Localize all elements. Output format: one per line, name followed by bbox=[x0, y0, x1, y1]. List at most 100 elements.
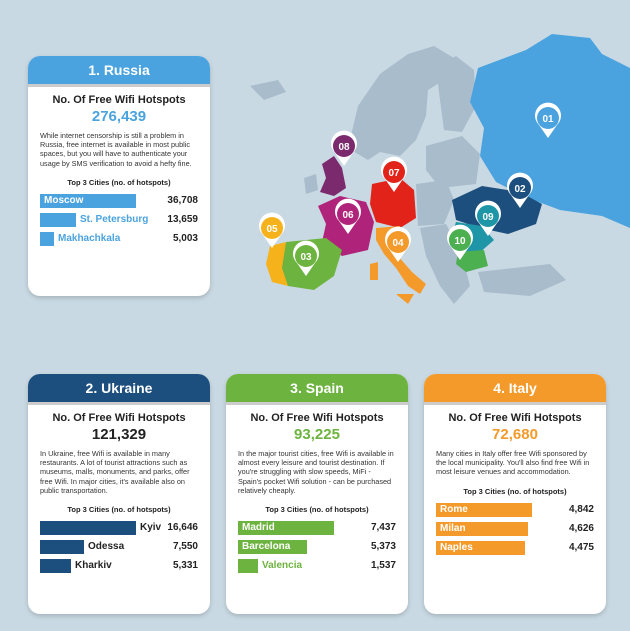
russia-title: 1. Russia bbox=[88, 62, 150, 78]
russia-description: While internet censorship is still a pro… bbox=[40, 131, 192, 168]
russia-card-header: 1. Russia bbox=[28, 56, 210, 87]
city-value: 5,373 bbox=[370, 541, 396, 553]
city-name: Barcelona bbox=[242, 541, 291, 553]
italy-description: Many cities in Italy offer free Wifi spo… bbox=[436, 449, 590, 477]
city-bar bbox=[238, 540, 307, 555]
city-bar bbox=[238, 559, 258, 574]
spain-description: In the major tourist cities, free Wifi i… bbox=[238, 449, 394, 495]
city-bar bbox=[436, 502, 532, 517]
italy-card: 4. Italy No. Of Free Wifi Hotspots 72,68… bbox=[424, 374, 606, 614]
europe-map: 01 02 03 04 05 06 07 08 09 10 bbox=[250, 34, 630, 304]
ukraine-top3-label: Top 3 Cities (no. of hotspots) bbox=[67, 505, 171, 515]
city-row: Kyiv 16,646 bbox=[40, 520, 198, 537]
bulgaria-shape bbox=[456, 250, 488, 272]
city-value: 7,550 bbox=[172, 541, 198, 553]
map-marker-label: 07 bbox=[388, 168, 400, 179]
portugal-shape bbox=[266, 242, 288, 286]
italy-card-header: 4. Italy bbox=[424, 374, 606, 405]
iceland-shape bbox=[250, 80, 286, 100]
map-marker-07: 07 bbox=[381, 156, 407, 192]
map-marker-01: 01 bbox=[535, 102, 561, 138]
map-marker-label: 05 bbox=[266, 224, 278, 235]
city-value: 13,659 bbox=[167, 213, 198, 225]
map-marker-label: 08 bbox=[338, 142, 350, 153]
russia-city-list: Moscow 36,708 St. Petersburg 13,659 Makhachk… bbox=[40, 193, 198, 248]
city-name: Milan bbox=[440, 522, 466, 534]
city-bar bbox=[40, 193, 136, 208]
spain-card: 3. Spain No. Of Free Wifi Hotspots 93,22… bbox=[226, 374, 408, 614]
sardinia-shape bbox=[370, 262, 378, 280]
map-land-background bbox=[250, 46, 566, 304]
map-marker-09: 09 bbox=[475, 200, 501, 236]
map-marker-02: 02 bbox=[507, 172, 533, 208]
ukraine-hotspots-label: No. Of Free Wifi Hotspots bbox=[52, 412, 186, 424]
city-name: Madrid bbox=[242, 522, 275, 534]
city-bar bbox=[238, 521, 334, 536]
city-bar bbox=[436, 521, 528, 536]
poland-shape bbox=[416, 180, 454, 226]
city-bar bbox=[40, 559, 71, 574]
city-row: Kharkiv 5,331 bbox=[40, 558, 198, 575]
turkey-shape bbox=[478, 264, 566, 296]
city-value: 5,331 bbox=[172, 560, 198, 572]
spain-card-header: 3. Spain bbox=[226, 374, 408, 405]
spain-hotspots-value: 93,225 bbox=[294, 426, 340, 443]
map-marker-label: 02 bbox=[514, 184, 526, 195]
map-marker-10: 10 bbox=[447, 224, 473, 260]
city-row: Milan 4,626 bbox=[436, 521, 594, 538]
city-row: Makhachkala 5,003 bbox=[40, 231, 198, 248]
city-row: Moscow 36,708 bbox=[40, 193, 198, 210]
italy-title: 4. Italy bbox=[493, 380, 537, 396]
city-name: St. Petersburg bbox=[80, 213, 149, 225]
russia-top3-label: Top 3 Cities (no. of hotspots) bbox=[67, 177, 171, 187]
city-bar bbox=[40, 521, 136, 536]
map-marker-08: 08 bbox=[331, 130, 357, 166]
ukraine-title: 2. Ukraine bbox=[85, 380, 153, 396]
city-name: Odessa bbox=[88, 541, 125, 553]
city-row: St. Petersburg 13,659 bbox=[40, 212, 198, 229]
ukraine-description: In Ukraine, free Wifi is available in ma… bbox=[40, 449, 190, 495]
map-marker-label: 03 bbox=[300, 252, 312, 263]
city-name: Kharkiv bbox=[75, 560, 112, 572]
map-marker-06: 06 bbox=[335, 198, 361, 234]
russia-card: 1. Russia No. Of Free Wifi Hotspots 276,… bbox=[28, 56, 210, 296]
finland-shape bbox=[436, 56, 476, 132]
city-value: 4,475 bbox=[568, 541, 594, 553]
scandinavia-shape bbox=[348, 46, 454, 160]
city-row: Naples 4,475 bbox=[436, 540, 594, 557]
map-marker-label: 04 bbox=[392, 238, 404, 249]
spain-title: 3. Spain bbox=[290, 380, 344, 396]
city-name: Rome bbox=[440, 503, 468, 515]
sicily-shape bbox=[396, 294, 414, 304]
city-bar bbox=[40, 540, 84, 555]
uk-shape bbox=[320, 156, 346, 196]
italy-hotspots-label: No. Of Free Wifi Hotspots bbox=[448, 412, 582, 424]
map-marker-05: 05 bbox=[259, 212, 285, 248]
city-row: Valencia 1,537 bbox=[238, 558, 396, 575]
ukraine-card: 2. Ukraine No. Of Free Wifi Hotspots 121… bbox=[28, 374, 210, 614]
city-row: Odessa 7,550 bbox=[40, 539, 198, 556]
map-marker-03: 03 bbox=[293, 240, 319, 276]
city-value: 4,626 bbox=[568, 522, 594, 534]
spain-city-list: Madrid 7,437 Barcelona 5,373 Valencia 1,537 bbox=[238, 520, 396, 575]
city-row: Madrid 7,437 bbox=[238, 520, 396, 537]
city-value: 1,537 bbox=[370, 560, 396, 572]
germany-shape bbox=[370, 178, 416, 228]
city-bar bbox=[436, 540, 525, 555]
city-bar bbox=[40, 212, 76, 227]
map-marker-label: 01 bbox=[542, 114, 554, 125]
city-row: Rome 4,842 bbox=[436, 502, 594, 519]
city-value: 16,646 bbox=[167, 522, 198, 534]
city-value: 5,003 bbox=[172, 232, 198, 244]
spain-top3-label: Top 3 Cities (no. of hotspots) bbox=[265, 505, 369, 515]
city-name: Kyiv bbox=[140, 522, 162, 534]
spain-hotspots-label: No. Of Free Wifi Hotspots bbox=[250, 412, 384, 424]
balkans-shape bbox=[420, 224, 470, 304]
city-value: 7,437 bbox=[370, 522, 396, 534]
city-name: Naples bbox=[440, 541, 473, 553]
map-markers: 01 02 03 04 05 06 07 08 09 10 bbox=[259, 102, 561, 276]
italy-hotspots-value: 72,680 bbox=[492, 426, 538, 443]
city-name: Makhachkala bbox=[58, 232, 121, 244]
ukraine-card-header: 2. Ukraine bbox=[28, 374, 210, 405]
city-bar bbox=[40, 231, 54, 246]
